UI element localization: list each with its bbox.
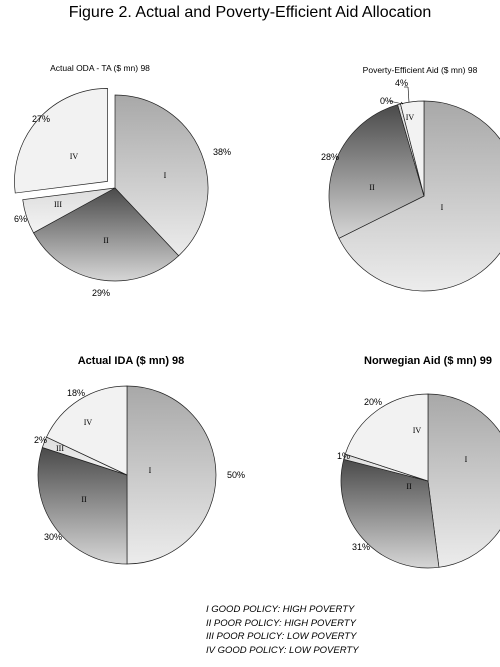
legend-item-iii: III POOR POLICY: LOW POVERTY (206, 631, 357, 642)
legend-item-iv: IV GOOD POLICY: LOW POVERTY (206, 644, 359, 656)
pie-slice-i (114, 94, 209, 257)
slice-value-label: 30% (44, 532, 62, 542)
pie-slice-ii (33, 187, 180, 282)
pie-chart-2: Poverty-Efficient Aid ($ mn) 98 I 28% II 0%4… (321, 65, 500, 292)
slice-value-label: 50% (227, 470, 245, 480)
legend: I GOOD POLICY: HIGH POVERTY II POOR POLI… (206, 603, 359, 657)
pie-slice-iv (14, 88, 108, 194)
slice-value-label: 29% (92, 288, 110, 298)
legend-item-i: I GOOD POLICY: HIGH POVERTY (206, 604, 355, 615)
pie-slice-i (338, 100, 500, 292)
pie-slice-iv (344, 393, 429, 482)
slice-value-label: 38% (213, 147, 231, 157)
slice-value-label: 1% (337, 451, 350, 461)
slice-category-label: I (164, 171, 167, 180)
slice-value-label: 6% (14, 214, 27, 224)
slice-category-label: I (441, 203, 444, 212)
pie-slice-i (126, 385, 217, 565)
pie-slice-ii (37, 447, 128, 565)
slice-category-label: III (54, 200, 62, 209)
slice-category-label: III (56, 444, 64, 453)
slice-category-label: II (369, 183, 375, 192)
slice-value-label: 27% (32, 114, 50, 124)
pie-slice-iv (46, 385, 128, 476)
slice-category-label: IV (413, 426, 422, 435)
pie-slice-i (427, 393, 500, 568)
pie-slice-ii (340, 458, 440, 569)
slice-value-label: 18% (67, 388, 85, 398)
slice-value-label: 20% (364, 397, 382, 407)
figure-title: Figure 2. Actual and Poverty-Efficient A… (68, 4, 432, 21)
slice-category-label: II (103, 236, 109, 245)
slice-value-label: 0% (380, 96, 393, 106)
chart-title: Actual ODA - TA ($ mn) 98 (50, 63, 150, 73)
chart-title: Norwegian Aid ($ mn) 99 (364, 355, 492, 367)
slice-category-label: IV (406, 113, 415, 122)
slice-category-label: IV (70, 152, 79, 161)
slice-category-label: II (406, 482, 412, 491)
pie-slice-iv (400, 100, 425, 197)
pie-chart-1: Actual ODA - TA ($ mn) 98 38% I 29% II 6% III 2… (14, 63, 231, 298)
chart-title: Poverty-Efficient Aid ($ mn) 98 (363, 65, 478, 75)
slice-value-label: 4% (395, 78, 408, 88)
pie-slice-iii (22, 187, 116, 234)
chart-title: Actual IDA ($ mn) 98 (78, 355, 185, 367)
leader-line (407, 86, 410, 103)
slice-value-label: 28% (321, 152, 339, 162)
leader-line (400, 101, 404, 105)
leader-line (388, 100, 404, 105)
slice-value-label: 2% (34, 435, 47, 445)
pie-slice-ii (328, 104, 425, 239)
pie-chart-3: Actual IDA ($ mn) 98 50% I 30% II 2% III 18% IV (34, 355, 245, 565)
slice-value-label: 31% (352, 542, 370, 552)
slice-category-label: II (81, 495, 87, 504)
slice-category-label: IV (84, 418, 93, 427)
slice-category-label: I (465, 455, 468, 464)
legend-item-ii: II POOR POLICY: HIGH POVERTY (206, 617, 356, 629)
slice-category-label: I (149, 466, 152, 475)
